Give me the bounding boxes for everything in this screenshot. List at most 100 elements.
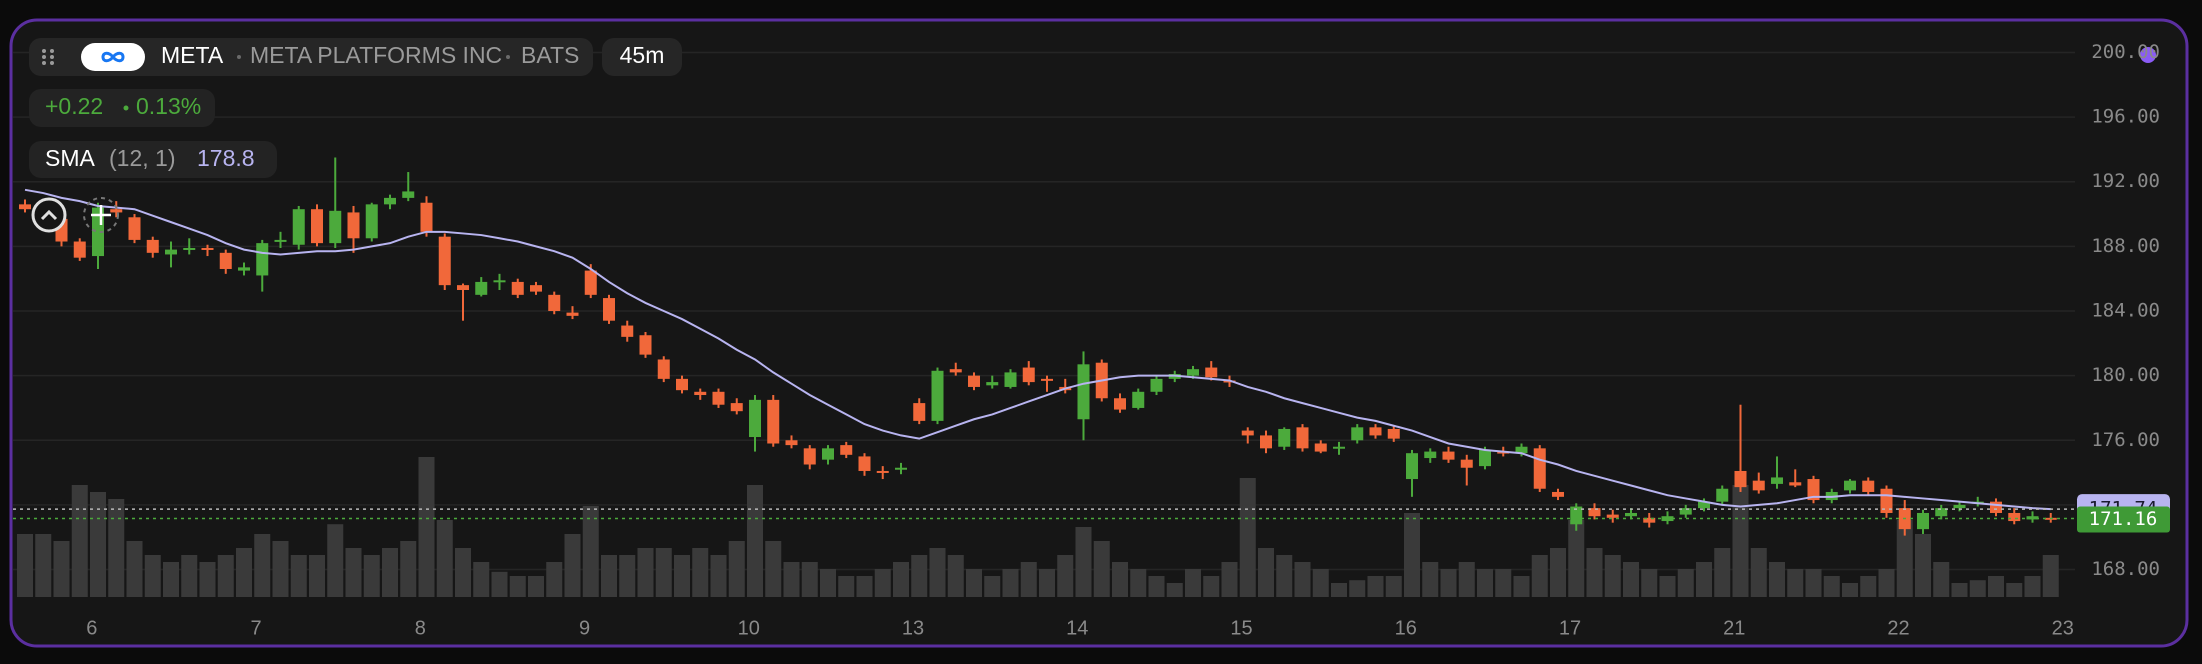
candle-body (365, 204, 378, 239)
volume-bar (1148, 576, 1165, 597)
candle-body (73, 241, 86, 258)
volume-bar (491, 571, 508, 597)
interval-chip[interactable] (602, 38, 682, 76)
volume-bar (327, 524, 344, 597)
candle-body (1333, 446, 1345, 449)
volume-bar (710, 555, 727, 597)
y-tick-label: 200.00 (2091, 41, 2160, 63)
x-tick-label: 22 (1887, 617, 1909, 639)
x-tick-label: 10 (738, 617, 760, 639)
last-price-box (2077, 506, 2170, 533)
volume-bar (1750, 548, 1767, 597)
candle-body (2008, 512, 2021, 522)
candle-body (1424, 451, 1437, 459)
separator (123, 105, 129, 111)
volume-bar (564, 534, 581, 597)
indicator-chip[interactable] (29, 141, 277, 178)
candle-body (1387, 428, 1400, 439)
volume-bar (236, 548, 252, 597)
candle-body (1698, 501, 1710, 509)
x-tick-label: 9 (579, 617, 590, 639)
volume-bar (838, 576, 855, 597)
volume-bar (126, 541, 143, 597)
candle-body (19, 204, 31, 210)
candle-body (165, 249, 177, 255)
volume-bar (108, 499, 125, 597)
candle-body (840, 445, 853, 455)
candle-body (219, 252, 232, 269)
volume-bar (1732, 485, 1749, 597)
candle-body (183, 247, 196, 250)
candle-body (1807, 479, 1820, 501)
interval[interactable]: 45m (620, 42, 665, 68)
volume-bar (35, 534, 52, 597)
candle-body (603, 298, 615, 321)
candle-body (1187, 369, 1199, 376)
volume-bar (1805, 569, 1822, 597)
candle-body (1734, 470, 1747, 488)
candle-body (1205, 367, 1218, 378)
y-tick-label: 184.00 (2091, 300, 2160, 322)
candle-body (657, 359, 670, 379)
volume-bar (199, 562, 216, 597)
candle-body (402, 191, 415, 198)
volume-bar (418, 457, 435, 597)
x-tick-label: 6 (86, 617, 97, 639)
change-chip (29, 89, 215, 127)
candle-body (1606, 514, 1619, 518)
volume-bar (455, 548, 471, 597)
candle-body (384, 197, 396, 205)
candle-body (457, 285, 469, 290)
candle-body (146, 239, 159, 253)
symbol-chip[interactable] (29, 38, 593, 76)
volume-bar (801, 562, 818, 597)
candle-body (968, 375, 980, 387)
x-tick-label: 8 (415, 617, 426, 639)
candle-body (274, 239, 287, 242)
candle-body (438, 236, 451, 286)
candle-body (1077, 364, 1090, 420)
candle-body (1679, 508, 1692, 515)
x-tick-label: 13 (902, 617, 924, 639)
candle-body (1369, 427, 1382, 436)
candle-body (1935, 508, 1948, 517)
y-tick-label: 168.00 (2091, 558, 2160, 580)
candle-body (986, 382, 999, 386)
volume-bar (728, 541, 745, 597)
y-tick-label: 188.00 (2091, 235, 2160, 257)
volume-bar (1331, 583, 1347, 597)
candle-body (292, 209, 305, 245)
volume-bar (1604, 555, 1621, 597)
candle-body (876, 470, 889, 473)
candle-body (639, 335, 652, 355)
candle-body (1953, 504, 1966, 509)
candle-body (2026, 516, 2039, 520)
volume-bar (71, 485, 88, 597)
volume-bar (1349, 580, 1366, 597)
volume-bar (1458, 562, 1475, 597)
crosshair-ring (83, 197, 119, 233)
header-chip[interactable]: META META PLATFORMS INC BATS (29, 38, 593, 76)
y-tick-label: 196.00 (2091, 106, 2160, 128)
volume-bar (1221, 562, 1238, 597)
collapse-button[interactable] (31, 197, 67, 233)
volume-bar (1057, 555, 1074, 597)
candle-body (1771, 477, 1783, 484)
indicator-params: (12, 1) (109, 145, 175, 171)
drag-handle[interactable] (42, 49, 54, 65)
volume-bar (1312, 569, 1329, 597)
volume-bar (382, 548, 398, 597)
last-price-label: 171.16 (2089, 508, 2158, 530)
volume-bar (984, 576, 1001, 597)
candle-body (1296, 427, 1309, 449)
volume-bar (1440, 569, 1457, 597)
candle-body (511, 281, 524, 295)
candle-body (1241, 430, 1254, 436)
volume-bar (345, 548, 362, 597)
volume-bar (1878, 569, 1895, 597)
symbol: META (161, 42, 224, 68)
indicator-value: 178.8 (197, 145, 255, 171)
volume-bar (1842, 583, 1858, 597)
candle-body (201, 247, 214, 250)
volume-bar (655, 548, 672, 597)
